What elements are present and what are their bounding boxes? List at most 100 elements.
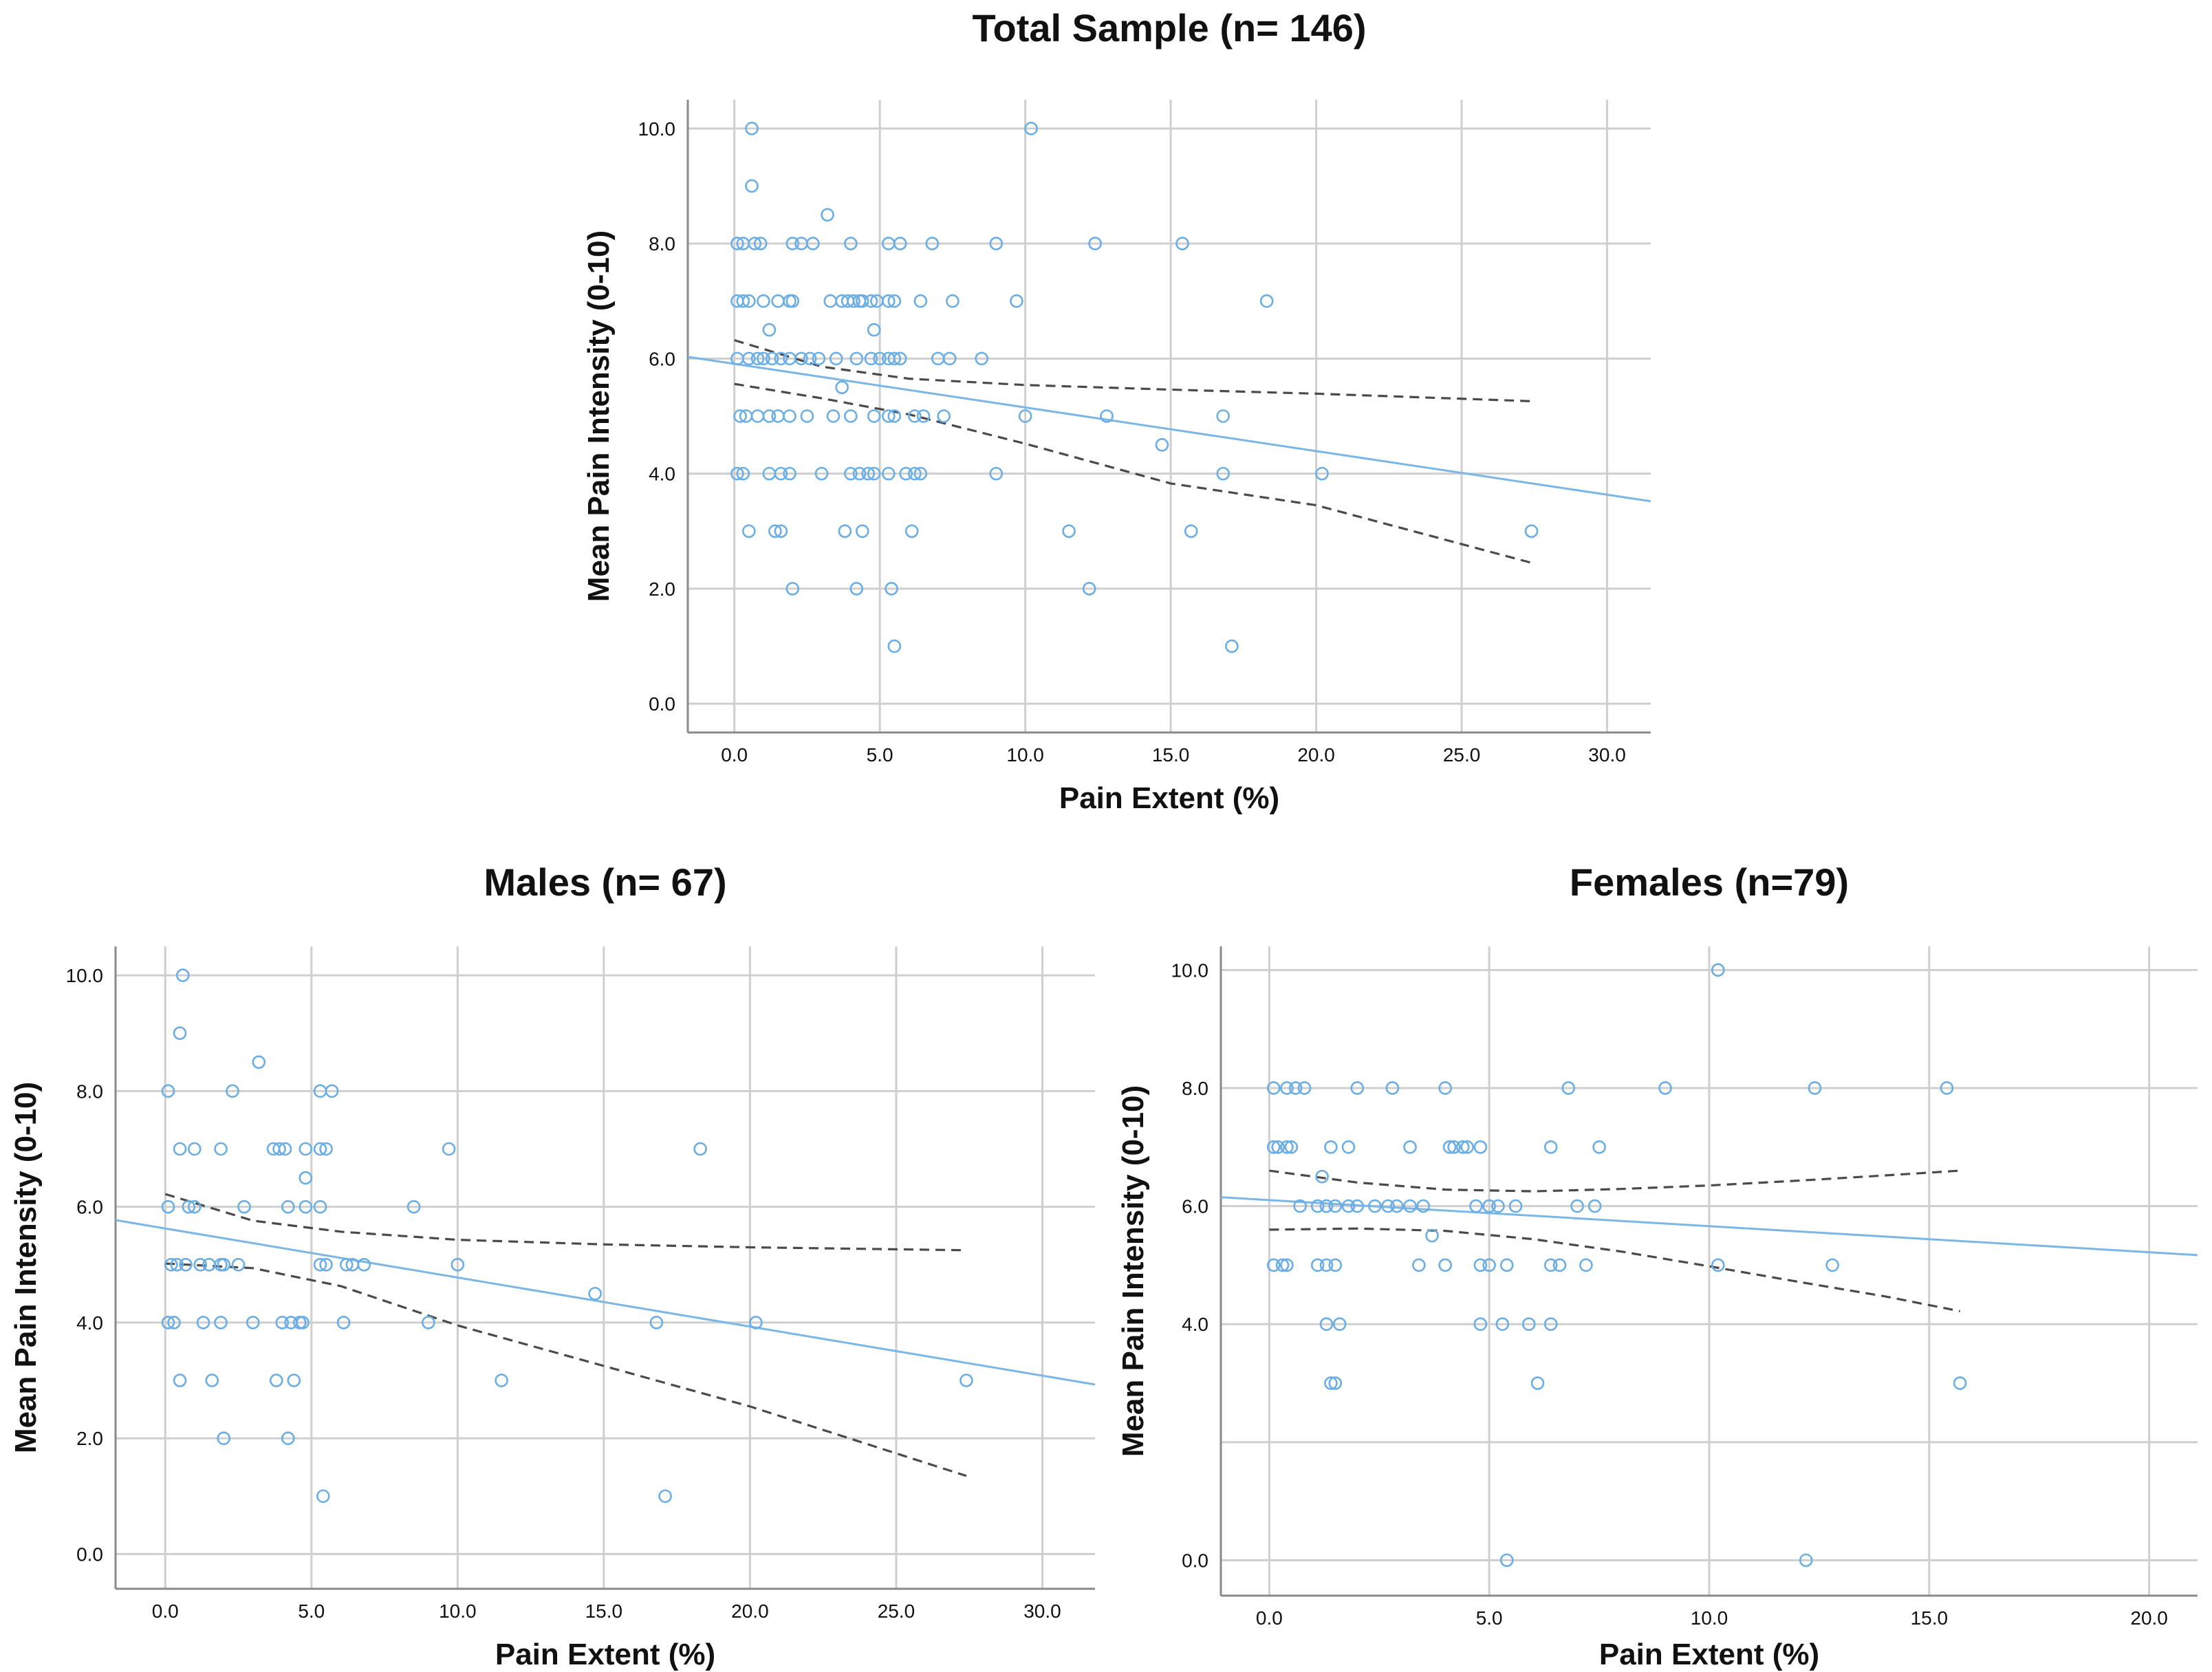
- data-point: [867, 409, 881, 423]
- data-point: [269, 1374, 283, 1387]
- data-point: [175, 968, 190, 982]
- data-point: [959, 1374, 973, 1387]
- data-point: [806, 237, 820, 250]
- data-point: [1280, 1081, 1294, 1095]
- data-point: [1543, 1258, 1558, 1272]
- data-point: [1940, 1081, 1954, 1095]
- data-point: [736, 466, 750, 481]
- x-tick-label: 15.0: [1911, 1607, 1949, 1629]
- data-point: [1543, 1140, 1558, 1154]
- y-tick-label: 4.0: [1182, 1314, 1208, 1335]
- data-point: [1592, 1140, 1606, 1154]
- data-point: [173, 1142, 187, 1156]
- data-point: [187, 1199, 202, 1214]
- data-point: [1280, 1140, 1294, 1154]
- data-point: [170, 1257, 184, 1272]
- data-point: [742, 294, 756, 308]
- ci-lower-line: [165, 1262, 967, 1477]
- data-point: [196, 1316, 210, 1329]
- data-point: [730, 237, 744, 250]
- x-axis-label: Pain Extent (%): [1059, 781, 1279, 815]
- data-point: [1495, 1317, 1510, 1332]
- data-point: [1524, 524, 1539, 539]
- data-point: [882, 409, 896, 423]
- data-point: [313, 1142, 327, 1156]
- data-point: [1275, 1258, 1290, 1272]
- data-point: [1216, 466, 1230, 481]
- data-point: [693, 1142, 707, 1156]
- data-point: [1082, 582, 1096, 596]
- data-point: [783, 466, 796, 481]
- data-point: [1328, 1199, 1343, 1213]
- data-point: [649, 1316, 664, 1329]
- chart-panel-2: 0.0 5.0 10.0 15.0 20.0 25.0 30.0 0.0 2.0 4.0 6.0 8.…: [9, 860, 1095, 1671]
- data-point: [226, 1084, 239, 1098]
- data-point: [1403, 1199, 1417, 1213]
- data-point: [1266, 1258, 1281, 1272]
- data-point: [161, 1316, 175, 1329]
- data-point: [975, 351, 988, 366]
- data-point: [299, 1171, 313, 1185]
- data-point: [774, 351, 788, 366]
- data-point: [1953, 1376, 1967, 1390]
- data-point: [861, 466, 876, 481]
- x-tick-label: 15.0: [1152, 744, 1190, 766]
- data-point: [495, 1374, 508, 1387]
- data-point: [278, 1142, 292, 1156]
- x-tick-label: 5.0: [298, 1600, 325, 1622]
- data-point: [1473, 1317, 1488, 1332]
- y-axis-label: Mean Pain Intensity (0-10): [9, 1082, 43, 1453]
- data-point: [1508, 1199, 1523, 1213]
- data-point: [1024, 122, 1038, 135]
- chart-title: Total Sample (n= 146): [972, 6, 1366, 50]
- data-point: [749, 1316, 763, 1329]
- data-point: [1328, 1376, 1343, 1390]
- data-point: [1438, 1081, 1453, 1095]
- data-point: [1184, 524, 1198, 539]
- data-point: [885, 582, 898, 596]
- data-point: [908, 409, 922, 423]
- plot-area: [688, 122, 1651, 653]
- x-tick-label: 5.0: [1476, 1607, 1503, 1629]
- data-point: [736, 294, 750, 308]
- data-point: [887, 409, 902, 423]
- data-point: [1403, 1140, 1417, 1154]
- data-point: [1284, 1140, 1299, 1154]
- data-point: [1579, 1258, 1593, 1272]
- data-point: [1438, 1258, 1453, 1272]
- data-point: [1341, 1140, 1356, 1154]
- data-point: [1088, 237, 1102, 250]
- data-point: [231, 1257, 246, 1272]
- data-point: [281, 1199, 295, 1214]
- y-axis-label: Mean Pain Intensity (0-10): [1116, 1085, 1150, 1457]
- data-point: [855, 524, 869, 539]
- data-point: [1570, 1199, 1584, 1213]
- data-point: [864, 294, 878, 308]
- data-point: [757, 294, 770, 308]
- data-point: [1587, 1199, 1602, 1213]
- data-point: [275, 1316, 290, 1329]
- data-point: [179, 1257, 193, 1272]
- data-point: [1259, 294, 1274, 308]
- data-point: [814, 466, 829, 481]
- y-tick-label: 6.0: [1182, 1196, 1208, 1217]
- data-point: [785, 582, 800, 596]
- data-point: [1297, 1081, 1312, 1095]
- y-tick-label: 10.0: [66, 965, 104, 986]
- data-point: [1175, 237, 1189, 250]
- data-point: [1319, 1199, 1334, 1213]
- x-tick-label: 15.0: [585, 1600, 623, 1622]
- data-point: [658, 1489, 672, 1503]
- data-point: [1491, 1199, 1505, 1213]
- y-tick-label: 6.0: [649, 348, 675, 369]
- data-point: [588, 1287, 602, 1301]
- data-point: [916, 409, 931, 423]
- data-point: [1319, 1258, 1334, 1272]
- data-point: [173, 1026, 187, 1041]
- data-point: [852, 466, 867, 481]
- x-tick-label: 20.0: [2130, 1607, 2168, 1629]
- data-point: [1288, 1081, 1303, 1095]
- data-point: [855, 294, 869, 308]
- y-tick-label: 10.0: [1171, 959, 1209, 981]
- data-point: [1473, 1258, 1488, 1272]
